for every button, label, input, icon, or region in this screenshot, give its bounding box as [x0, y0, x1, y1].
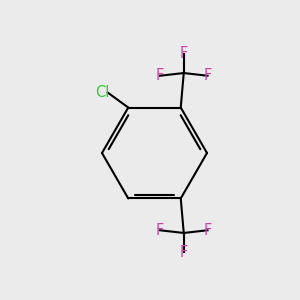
Text: F: F — [180, 245, 188, 260]
Text: F: F — [203, 68, 211, 83]
Text: F: F — [156, 223, 164, 238]
Text: F: F — [180, 46, 188, 61]
Text: F: F — [156, 68, 164, 83]
Text: Cl: Cl — [95, 85, 109, 100]
Text: F: F — [203, 223, 211, 238]
